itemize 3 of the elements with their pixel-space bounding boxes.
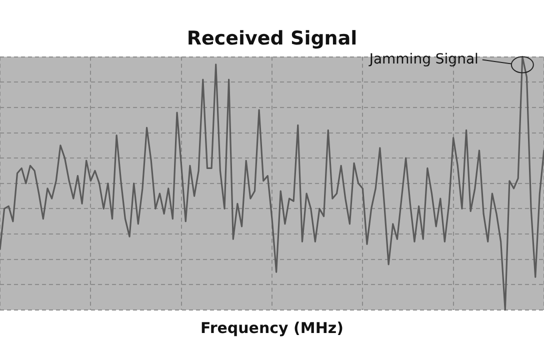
annotation: Jamming Signal <box>368 51 478 68</box>
x-axis-title: Frequency (MHz) <box>200 318 344 337</box>
chart-title: Received Signal <box>186 27 358 50</box>
